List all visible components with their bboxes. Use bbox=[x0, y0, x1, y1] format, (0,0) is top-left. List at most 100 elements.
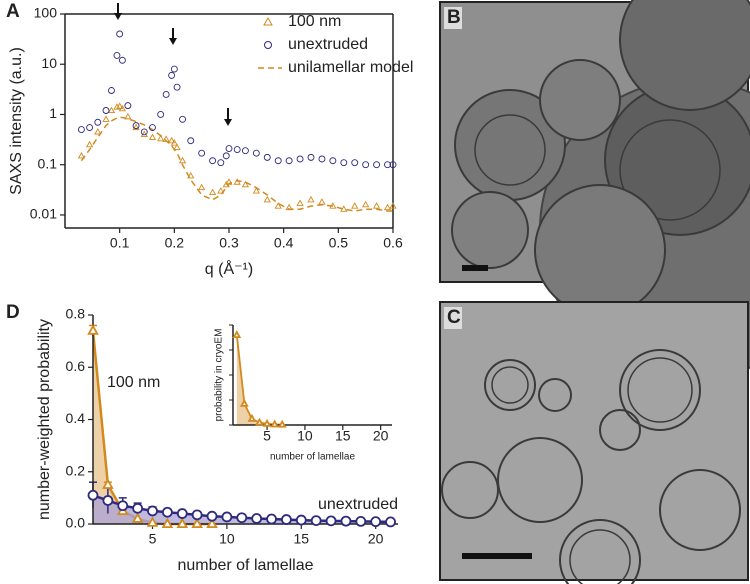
marker bbox=[116, 102, 124, 109]
marker bbox=[281, 514, 292, 525]
marker bbox=[241, 180, 250, 188]
marker bbox=[277, 419, 287, 428]
marker bbox=[362, 161, 370, 169]
marker bbox=[118, 56, 126, 64]
marker bbox=[252, 187, 260, 194]
marker bbox=[198, 149, 206, 157]
marker bbox=[296, 155, 304, 163]
marker bbox=[307, 195, 315, 203]
panel-label: B bbox=[447, 7, 461, 28]
marker bbox=[208, 188, 217, 196]
marker bbox=[225, 178, 233, 185]
marker bbox=[86, 124, 94, 131]
legend-label: unilamellar model bbox=[288, 59, 413, 76]
chart: 5 10 15 20 number of lamellae probability in … bbox=[193, 320, 397, 463]
marker bbox=[351, 159, 359, 167]
marker bbox=[251, 513, 263, 524]
marker bbox=[362, 200, 370, 208]
panel-label: D bbox=[6, 302, 20, 323]
marker bbox=[170, 65, 178, 73]
legend-swatch bbox=[264, 41, 272, 49]
inset-bg bbox=[193, 320, 397, 460]
marker bbox=[225, 145, 233, 152]
x-tick-label: 0.1 bbox=[110, 235, 130, 251]
marker bbox=[118, 104, 127, 112]
marker bbox=[372, 202, 381, 209]
x-axis-label: number of lamellae bbox=[177, 557, 313, 574]
marker bbox=[206, 517, 218, 529]
marker bbox=[233, 178, 241, 185]
y-tick-label: 0.4 bbox=[66, 410, 86, 426]
x-axis-label: number of lamellae bbox=[270, 452, 355, 463]
marker bbox=[178, 156, 187, 164]
y-tick-label: 0.2 bbox=[66, 462, 86, 478]
marker bbox=[239, 398, 249, 407]
marker bbox=[370, 516, 382, 528]
marker bbox=[157, 134, 165, 142]
marker bbox=[170, 139, 178, 146]
marker bbox=[318, 155, 326, 163]
marker bbox=[351, 202, 359, 209]
marker bbox=[176, 517, 189, 529]
x-tick-label: 0.4 bbox=[274, 235, 294, 251]
marker bbox=[140, 130, 148, 138]
marker bbox=[94, 127, 102, 135]
marker bbox=[168, 71, 176, 79]
marker bbox=[102, 495, 114, 506]
marker bbox=[232, 330, 242, 338]
x-tick-label: 10 bbox=[297, 428, 313, 444]
marker bbox=[296, 199, 304, 206]
marker bbox=[124, 112, 132, 120]
marker bbox=[209, 157, 217, 165]
marker bbox=[274, 202, 282, 209]
marker bbox=[318, 198, 326, 205]
x-tick-label: 5 bbox=[263, 428, 271, 444]
marker bbox=[247, 413, 257, 422]
marker bbox=[146, 516, 159, 527]
marker bbox=[187, 171, 195, 179]
model-line bbox=[80, 116, 393, 212]
marker bbox=[191, 517, 203, 529]
marker bbox=[263, 195, 271, 203]
marker bbox=[221, 511, 233, 523]
marker bbox=[340, 159, 348, 167]
y-tick-label: 10 bbox=[41, 55, 57, 71]
panel-label: A bbox=[6, 1, 20, 22]
marker bbox=[132, 122, 140, 130]
x-tick-label: 15 bbox=[294, 531, 310, 547]
marker bbox=[161, 517, 174, 529]
x-tick-label: 5 bbox=[149, 531, 157, 547]
marker bbox=[132, 123, 140, 131]
marker bbox=[102, 115, 110, 122]
marker bbox=[241, 147, 249, 155]
marker bbox=[383, 203, 392, 211]
marker bbox=[389, 161, 397, 169]
marker bbox=[263, 153, 271, 161]
marker bbox=[255, 417, 264, 426]
marker bbox=[274, 157, 282, 165]
marker bbox=[108, 87, 115, 94]
marker bbox=[329, 202, 337, 209]
x-tick-label: 20 bbox=[368, 531, 384, 547]
marker bbox=[149, 124, 156, 131]
marker bbox=[162, 91, 170, 98]
marker bbox=[262, 418, 272, 427]
marker bbox=[307, 153, 315, 161]
marker bbox=[310, 515, 322, 527]
marker bbox=[285, 203, 293, 211]
y-tick-label: 0.0 bbox=[66, 515, 86, 531]
y-tick-label: 100 bbox=[34, 5, 58, 21]
arrow-head bbox=[169, 38, 177, 45]
marker bbox=[147, 505, 158, 517]
marker bbox=[102, 107, 110, 114]
marker bbox=[173, 143, 181, 151]
marker bbox=[161, 506, 173, 518]
y-tick-label: 0.6 bbox=[66, 358, 86, 374]
marker bbox=[131, 512, 144, 523]
marker bbox=[102, 478, 114, 489]
marker bbox=[140, 128, 148, 136]
micrograph-c bbox=[439, 301, 749, 584]
marker bbox=[77, 151, 86, 159]
series-label: unextruded bbox=[318, 496, 398, 513]
marker bbox=[285, 157, 293, 165]
